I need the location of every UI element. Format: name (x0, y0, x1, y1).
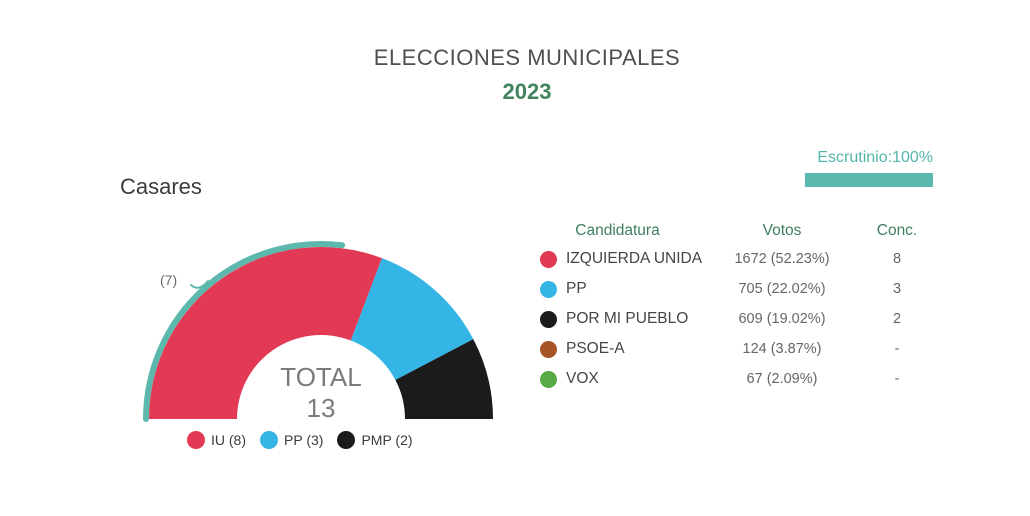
party-color-dot (540, 280, 557, 298)
table-row: PSOE-A 124 (3.87%) - (535, 334, 940, 364)
column-header-candidatura: Candidatura (575, 222, 660, 239)
legend-color-dot (260, 431, 278, 449)
legend-label: PMP (2) (361, 432, 413, 448)
party-color-dot (540, 370, 557, 388)
escrutinio-progress-fill (805, 173, 933, 187)
party-votes: 609 (19.02%) (738, 311, 826, 327)
legend-label: IU (8) (211, 432, 246, 448)
table-row: POR MI PUEBLO 609 (19.02%) 2 (535, 304, 940, 334)
party-votes: 1672 (52.23%) (734, 251, 830, 267)
chart-total: TOTAL 13 (241, 362, 401, 424)
party-color-dot (540, 310, 557, 328)
chart-legend: IU (8) PP (3) PMP (2) (187, 431, 413, 449)
party-seats: 2 (892, 311, 902, 327)
party-name: PSOE-A (566, 340, 625, 357)
total-seats: 13 (306, 393, 336, 423)
party-seats: - (894, 371, 900, 387)
majority-threshold-label: (7) (160, 272, 178, 288)
party-color-dot (540, 250, 557, 268)
municipality-name: Casares (120, 174, 202, 199)
seat-segment-iu[interactable] (149, 247, 382, 419)
results-table-body: IZQUIERDA UNIDA 1672 (52.23%) 8 PP 705 (22.0… (535, 244, 940, 394)
escrutinio-label: Escrutinio:100% (817, 149, 933, 166)
total-label: TOTAL (280, 362, 362, 392)
party-seats: 3 (892, 281, 902, 297)
party-cell: VOX (535, 370, 710, 388)
party-name: VOX (566, 370, 599, 387)
legend-color-dot (187, 431, 205, 449)
legend-color-dot (337, 431, 356, 449)
party-name: POR MI PUEBLO (566, 310, 689, 327)
legend-label: PP (3) (284, 432, 324, 448)
party-cell: IZQUIERDA UNIDA (535, 250, 710, 268)
party-seats: 8 (892, 251, 902, 267)
party-votes: 705 (22.02%) (738, 281, 826, 297)
column-header-votos: Votos (762, 222, 802, 239)
results-table: Candidatura Votos Conc. IZQUIERDA UNIDA 1… (535, 218, 940, 394)
seats-chart-svg (143, 241, 493, 422)
legend-item[interactable]: IU (8) (187, 431, 246, 449)
majority-arc (143, 241, 346, 422)
seat-segment-pmp[interactable] (395, 339, 493, 419)
election-year: 2023 (502, 79, 552, 104)
party-cell: POR MI PUEBLO (535, 310, 710, 328)
party-votes: 67 (2.09%) (746, 371, 818, 387)
table-row: PP 705 (22.02%) 3 (535, 274, 940, 304)
table-row: IZQUIERDA UNIDA 1672 (52.23%) 8 (535, 244, 940, 274)
table-row: VOX 67 (2.09%) - (535, 364, 940, 394)
majority-tick (190, 280, 209, 289)
escrutinio-progress-bar (805, 173, 933, 187)
party-color-dot (540, 340, 557, 358)
party-name: IZQUIERDA UNIDA (566, 250, 703, 267)
party-seats: - (894, 341, 900, 357)
party-cell: PSOE-A (535, 340, 710, 358)
column-header-conc: Conc. (876, 222, 918, 239)
party-votes: 124 (3.87%) (742, 341, 822, 357)
table-header-row: Candidatura Votos Conc. (535, 218, 940, 244)
legend-item[interactable]: PMP (2) (337, 431, 413, 449)
party-name: PP (566, 280, 587, 297)
page-title: ELECCIONES MUNICIPALES (373, 45, 681, 70)
legend-item[interactable]: PP (3) (260, 431, 323, 449)
party-cell: PP (535, 280, 710, 298)
seat-segment-pp[interactable] (350, 258, 474, 380)
